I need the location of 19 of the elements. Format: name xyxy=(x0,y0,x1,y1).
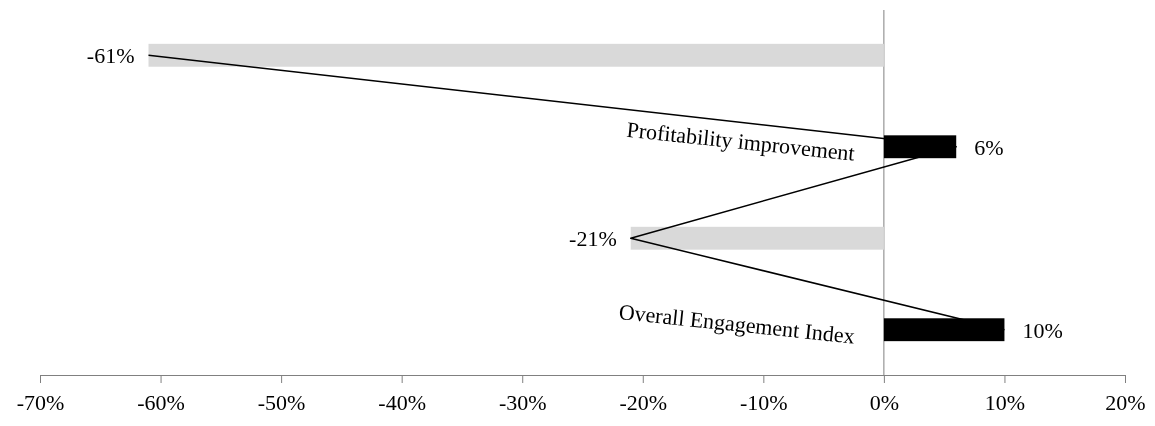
y-tick-label: Overall Engagement Index xyxy=(617,299,856,349)
data-label: 10% xyxy=(1022,317,1063,343)
x-tick-label: -30% xyxy=(498,390,547,416)
x-tick-label: 10% xyxy=(984,390,1026,416)
bar xyxy=(630,226,884,250)
bar xyxy=(883,135,957,159)
x-tick-label: -20% xyxy=(619,390,668,416)
data-label: -61% xyxy=(86,43,135,69)
x-tick-label: -10% xyxy=(740,390,788,416)
bar xyxy=(148,43,884,67)
x-tick-label: -50% xyxy=(257,390,306,416)
x-tick-label: -60% xyxy=(137,390,185,416)
y-tick-label: Profitability improvement xyxy=(625,116,856,166)
data-label: -21% xyxy=(569,226,617,252)
x-tick-label: 20% xyxy=(1105,390,1146,416)
x-tick-label: 0% xyxy=(869,390,900,416)
x-tick-label: -70% xyxy=(16,390,65,416)
x-tick-label: -40% xyxy=(378,390,426,416)
data-label: 6% xyxy=(974,134,1004,160)
